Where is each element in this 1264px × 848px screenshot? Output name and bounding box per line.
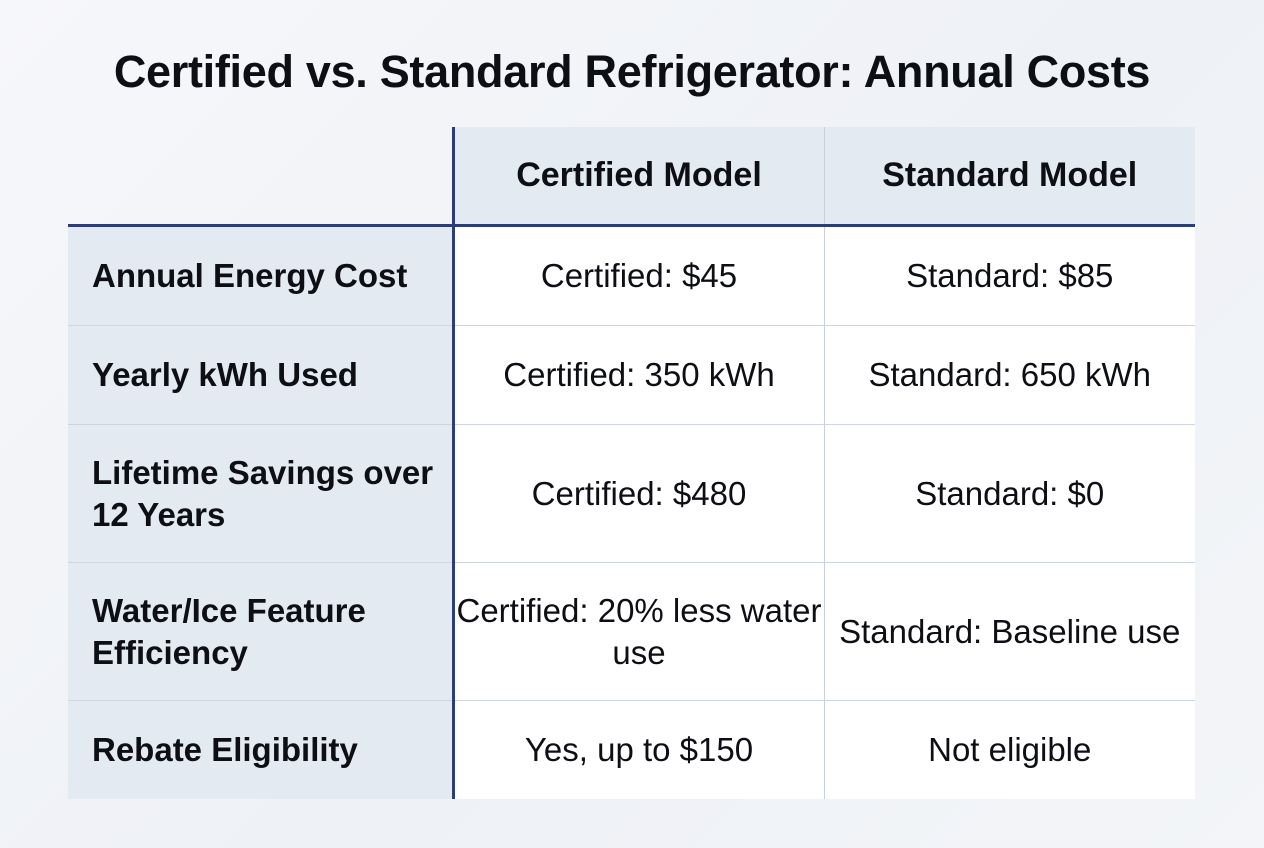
table-row: Water/Ice Feature Efficiency Certified: … bbox=[68, 562, 1195, 701]
standard-cell: Standard: $85 bbox=[823, 225, 1195, 326]
header-corner-cell bbox=[68, 127, 453, 227]
header-standard-model: Standard Model bbox=[823, 127, 1195, 227]
standard-cell: Standard: $0 bbox=[823, 424, 1195, 563]
certified-cell: Certified: $480 bbox=[451, 424, 824, 563]
row-label: Yearly kWh Used bbox=[68, 325, 453, 425]
standard-cell: Standard: 650 kWh bbox=[823, 325, 1195, 425]
table-row: Yearly kWh Used Certified: 350 kWh Stand… bbox=[68, 325, 1195, 425]
row-label: Rebate Eligibility bbox=[68, 700, 453, 799]
table-header-row: Certified Model Standard Model bbox=[68, 127, 1195, 227]
table-row: Annual Energy Cost Certified: $45 Standa… bbox=[68, 225, 1195, 326]
certified-cell: Yes, up to $150 bbox=[451, 700, 824, 799]
page-title: Certified vs. Standard Refrigerator: Ann… bbox=[113, 46, 1151, 97]
table-row: Lifetime Savings over 12 Years Certified… bbox=[68, 424, 1195, 563]
certified-cell: Certified: 350 kWh bbox=[451, 325, 824, 425]
row-label: Lifetime Savings over 12 Years bbox=[68, 424, 453, 563]
table-row: Rebate Eligibility Yes, up to $150 Not e… bbox=[68, 700, 1195, 799]
comparison-table: Certified Model Standard Model Annual En… bbox=[68, 127, 1195, 799]
row-label: Water/Ice Feature Efficiency bbox=[68, 562, 453, 701]
certified-cell: Certified: 20% less water use bbox=[451, 562, 824, 701]
standard-cell: Standard: Baseline use bbox=[823, 562, 1195, 701]
row-label: Annual Energy Cost bbox=[68, 225, 453, 326]
header-certified-model: Certified Model bbox=[451, 127, 824, 227]
certified-cell: Certified: $45 bbox=[451, 225, 824, 326]
standard-cell: Not eligible bbox=[823, 700, 1195, 799]
